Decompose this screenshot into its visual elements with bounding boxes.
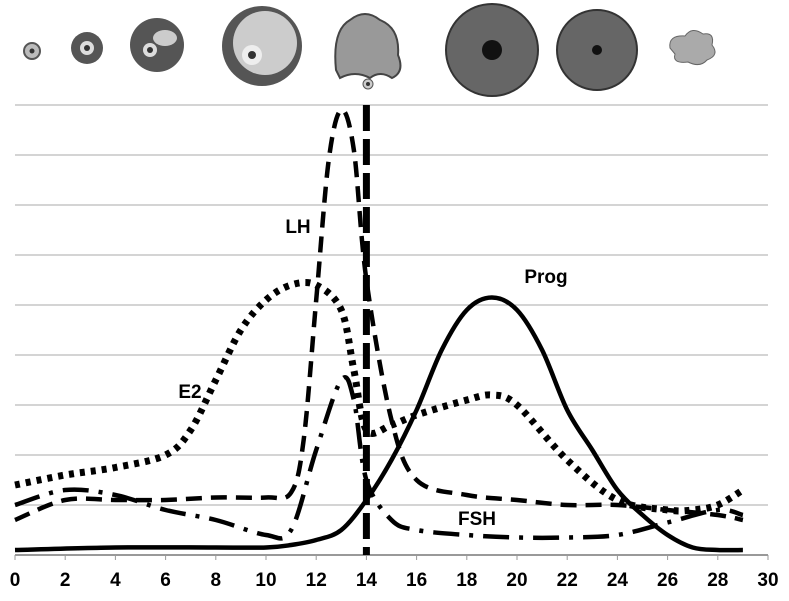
- x-tick-label: 22: [557, 570, 578, 591]
- x-tick-label: 16: [406, 570, 427, 591]
- series-label: Prog: [524, 267, 567, 288]
- x-tick-label: 14: [356, 570, 378, 591]
- series-label: LH: [285, 217, 310, 238]
- x-tick-label: 0: [10, 570, 21, 591]
- x-tick-label: 28: [707, 570, 728, 591]
- x-tick-label: 18: [456, 570, 477, 591]
- x-tick-label: 30: [757, 570, 778, 591]
- x-tick-label: 12: [306, 570, 327, 591]
- x-tick-label: 10: [255, 570, 276, 591]
- x-tick-label: 4: [110, 570, 121, 591]
- series-line: [14, 107, 744, 523]
- x-tick-label: 20: [506, 570, 527, 591]
- series-line: [14, 375, 744, 541]
- x-tick-label: 26: [657, 570, 678, 591]
- series-label: E2: [178, 382, 201, 403]
- x-tick-label: 8: [211, 570, 222, 591]
- series-label: FSH: [458, 509, 496, 530]
- x-tick-label: 2: [60, 570, 71, 591]
- x-tick-label: 6: [160, 570, 171, 591]
- series-line: [14, 295, 743, 553]
- x-tick-label: 24: [607, 570, 629, 591]
- series-line: [14, 278, 745, 515]
- follicle-icons: [23, 3, 716, 97]
